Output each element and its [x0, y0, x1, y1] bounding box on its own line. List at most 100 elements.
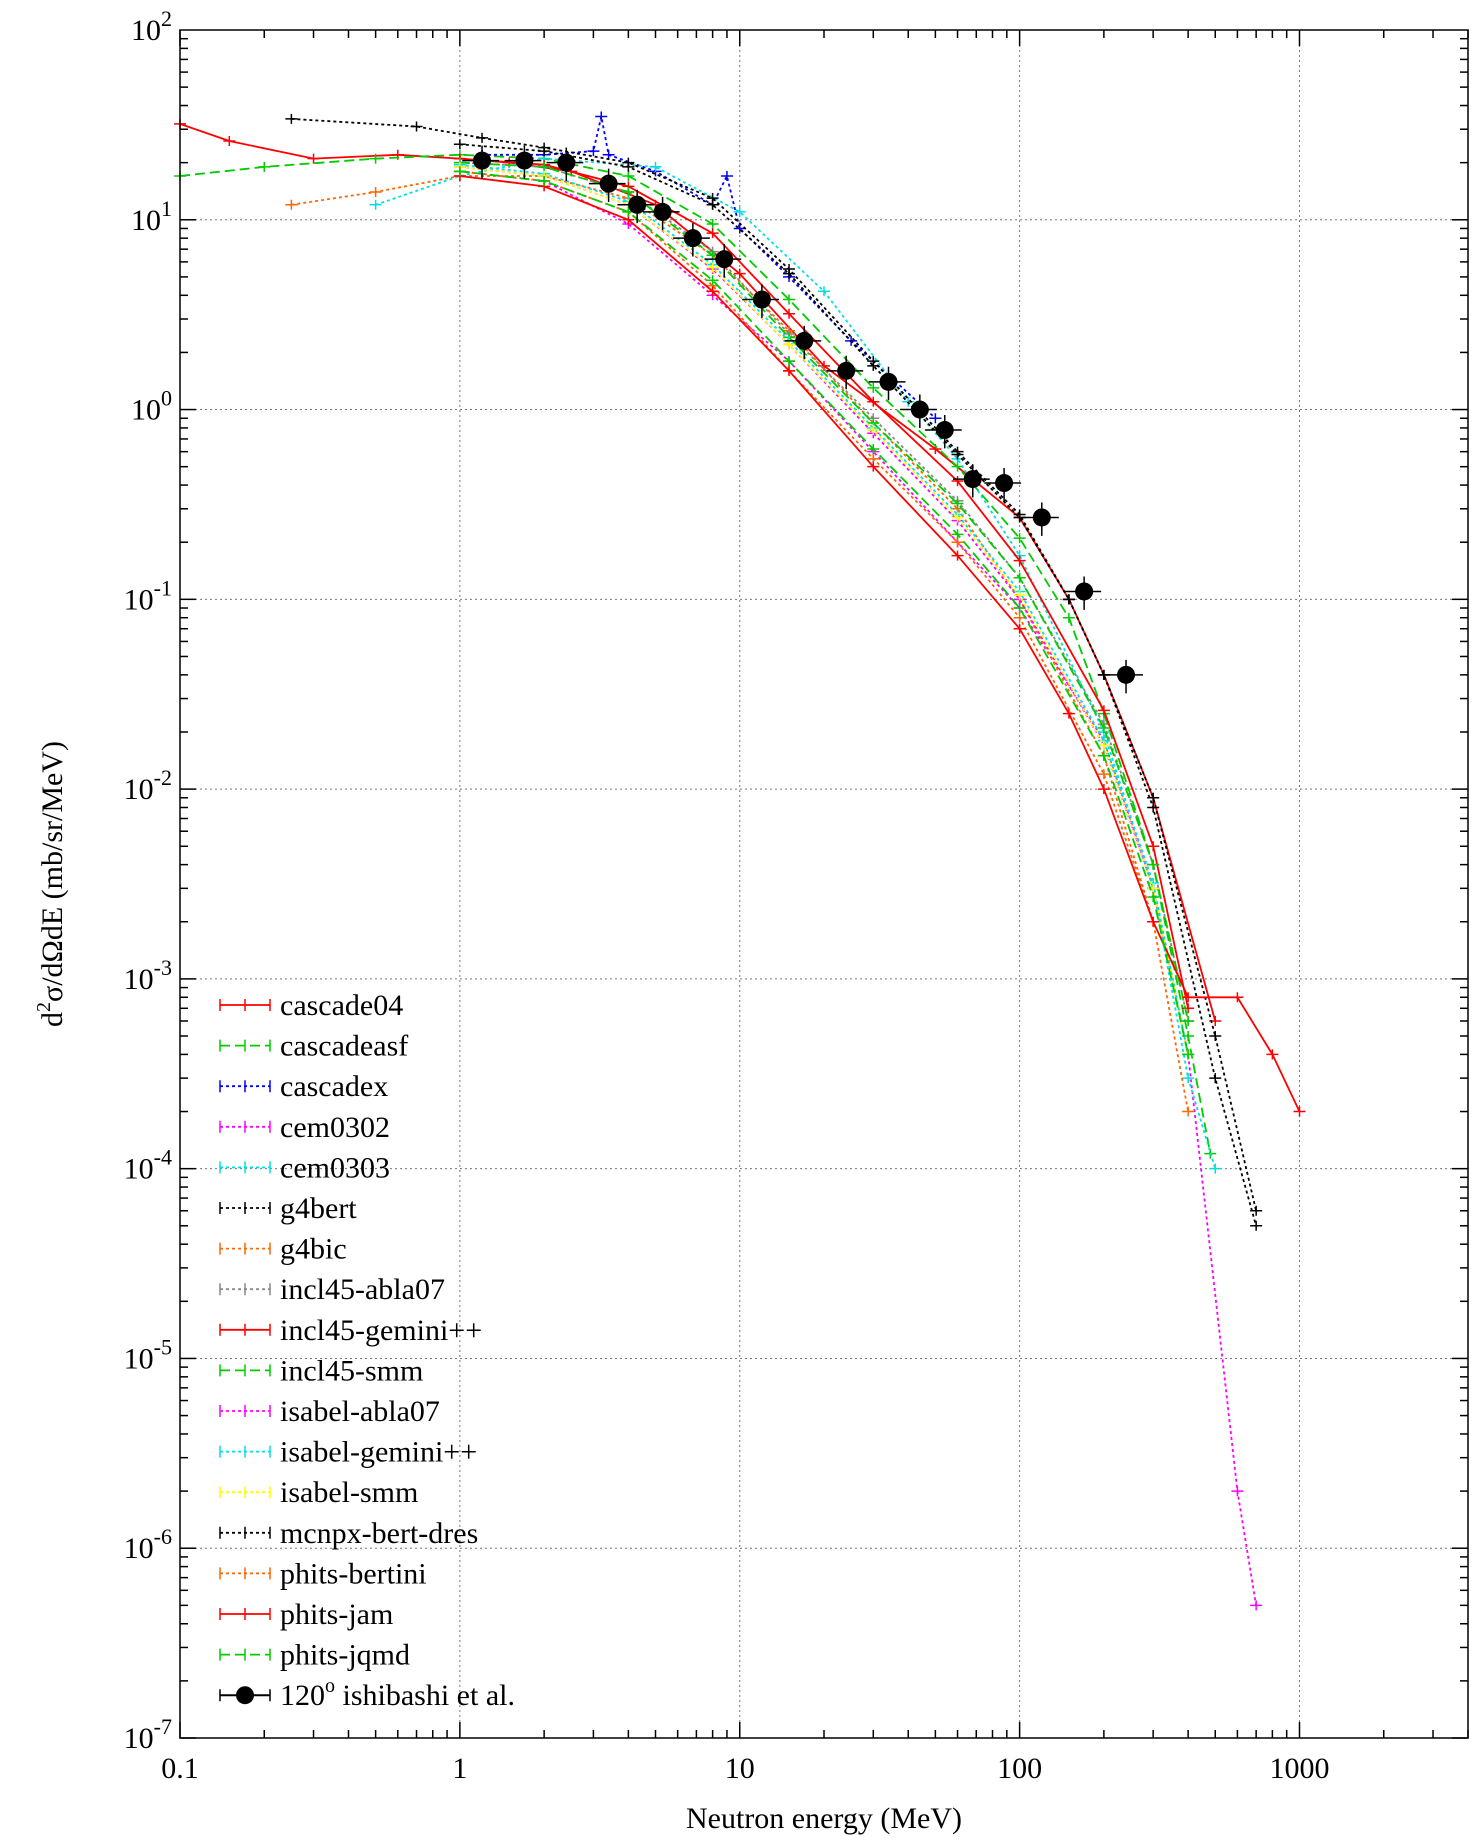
data-point — [783, 268, 796, 279]
y-tick-label-base: 10 — [124, 773, 154, 806]
y-tick-label: 10-2 — [124, 765, 172, 806]
y-tick-label: 100 — [131, 386, 172, 427]
measured-point — [1117, 665, 1136, 684]
data-point — [1209, 1031, 1222, 1042]
legend-marker — [236, 1686, 254, 1705]
y-tick-label: 101 — [131, 196, 172, 237]
data-point — [706, 262, 719, 273]
data-point — [783, 308, 796, 319]
data-point — [720, 171, 733, 182]
data-point — [1182, 1049, 1195, 1060]
data-point — [706, 199, 719, 210]
legend-label: cascadex — [280, 1070, 388, 1103]
y-tick-label-exp: -7 — [154, 1714, 172, 1739]
data-point — [1097, 750, 1110, 761]
data-point — [1097, 769, 1110, 780]
data-point — [1147, 792, 1160, 803]
legend-swatch-ticks — [219, 1283, 271, 1296]
measured-point — [752, 290, 771, 309]
legend-swatch-ticks — [219, 1161, 271, 1174]
x-tick-labels: 0.1 1 10 100 1000 — [161, 1752, 1329, 1785]
y-tick-label: 10-1 — [124, 575, 172, 616]
measured-point — [995, 474, 1014, 493]
data-point — [1062, 708, 1075, 719]
legend-swatch-ticks — [219, 1364, 271, 1377]
y-tick-label-base: 10 — [124, 1532, 154, 1565]
legend-item: incl45-gemini++ — [219, 1314, 482, 1347]
y-axis-title-rest: σ/dΩdE (mb/sr/MeV) — [36, 741, 69, 1002]
x-tick-label: 10 — [725, 1752, 755, 1785]
y-axis-title-d: d — [36, 1012, 69, 1027]
data-point — [733, 223, 746, 234]
y-tick-label-base: 10 — [124, 583, 154, 616]
legend-item: cem0303 — [219, 1151, 390, 1184]
data-point — [223, 136, 236, 147]
y-tick-label-base: 10 — [131, 394, 161, 427]
legend-label-sup: o — [325, 1675, 335, 1697]
y-tick-label: 10-3 — [124, 955, 172, 996]
legend-swatch-ticks — [219, 1445, 271, 1458]
legend-swatch-ticks — [219, 1608, 271, 1620]
data-point — [1097, 784, 1110, 795]
data-point — [783, 294, 796, 305]
legend-swatch-ticks — [219, 1486, 271, 1499]
legend-item: isabel-abla07 — [219, 1395, 440, 1428]
data-point — [1209, 1163, 1222, 1174]
legend-label: cem0302 — [280, 1111, 390, 1144]
legend-swatch-ticks — [219, 1648, 271, 1661]
y-tick-label-exp: -5 — [154, 1334, 172, 1359]
y-axis-title-exp: 2 — [33, 1002, 55, 1012]
data-point — [951, 476, 964, 487]
legend-label: isabel-smm — [280, 1476, 418, 1509]
legend: cascade04 cascadeasf cascadex cem0302 cem030… — [219, 989, 515, 1712]
data-point — [649, 161, 662, 172]
measured-point — [837, 361, 856, 380]
data-point — [1062, 594, 1075, 605]
legend-label: isabel-gemini++ — [280, 1436, 477, 1469]
data-point — [1182, 1073, 1195, 1084]
y-tick-label-base: 10 — [124, 963, 154, 996]
legend-label: phits-jqmd — [280, 1639, 410, 1672]
data-point — [1209, 1073, 1222, 1084]
legend-label-rest: ishibashi et al. — [335, 1679, 515, 1712]
measured-point — [683, 229, 702, 248]
data-point — [1013, 612, 1026, 623]
legend-item: cascade04 — [219, 989, 403, 1022]
legend-item: phits-jqmd — [219, 1639, 410, 1672]
data-point — [1147, 859, 1160, 870]
data-point — [1013, 623, 1026, 634]
data-point — [602, 149, 615, 160]
legend-swatch-ticks — [219, 1526, 271, 1539]
y-tick-label-base: 10 — [124, 1722, 154, 1755]
measured-point — [795, 331, 814, 350]
legend-swatch-ticks — [219, 1323, 271, 1336]
legend-swatch-ticks — [219, 1080, 271, 1093]
data-point — [867, 461, 880, 472]
legend-swatch-ticks — [219, 1120, 271, 1133]
data-point — [1147, 883, 1160, 894]
y-tick-label: 10-6 — [124, 1524, 172, 1565]
data-point — [307, 153, 320, 164]
data-point — [783, 365, 796, 376]
data-point — [1097, 705, 1110, 716]
series-17 — [462, 145, 1144, 694]
data-point — [453, 166, 466, 177]
data-point — [867, 443, 880, 454]
legend-label: phits-bertini — [280, 1557, 427, 1590]
legend-item: incl45-smm — [219, 1354, 423, 1387]
data-point — [1182, 1106, 1195, 1117]
data-point — [1182, 1003, 1195, 1014]
data-point — [951, 550, 964, 561]
legend-item: g4bert — [219, 1192, 357, 1225]
legend-item: phits-jam — [219, 1598, 393, 1631]
data-point — [929, 413, 942, 424]
series-line — [459, 163, 1189, 1055]
measured-point — [599, 174, 618, 193]
y-tick-label-base: 10 — [131, 204, 161, 237]
data-point — [867, 382, 880, 393]
x-tick-label: 100 — [997, 1752, 1042, 1785]
legend-label: isabel-abla07 — [280, 1395, 440, 1428]
legend-item: isabel-gemini++ — [219, 1436, 477, 1469]
y-tick-label: 102 — [131, 6, 172, 47]
